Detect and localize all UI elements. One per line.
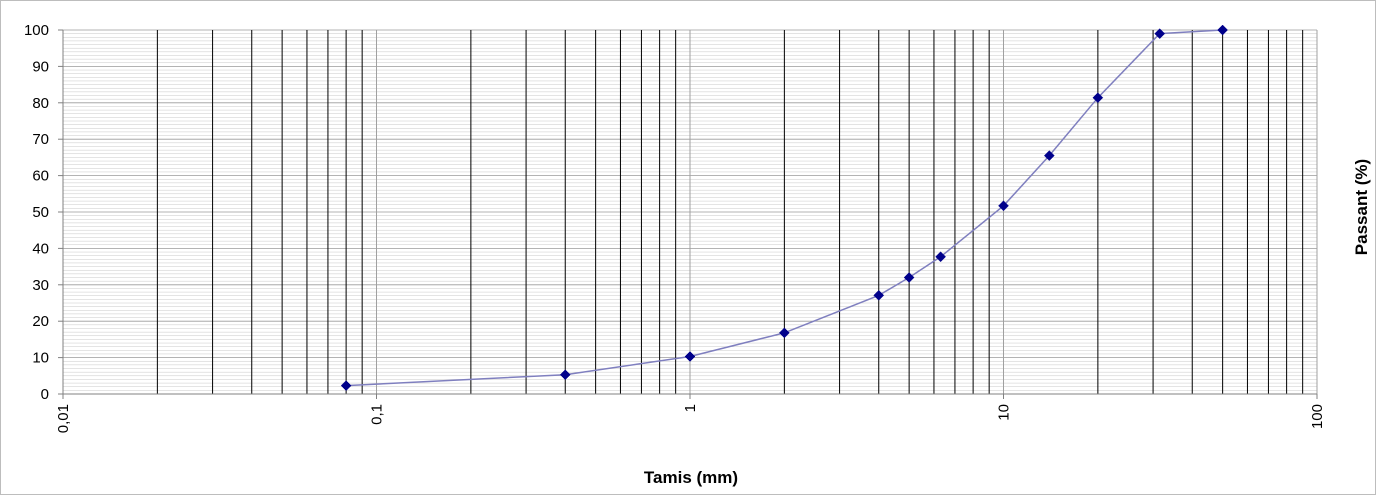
y-tick-label: 60 — [32, 168, 49, 185]
data-point — [1154, 28, 1166, 39]
y-tick-label: 80 — [32, 95, 49, 112]
y-tick-label: 100 — [24, 22, 49, 39]
y-tick-label: 50 — [32, 204, 49, 221]
major-gridlines — [62, 29, 1318, 395]
y-axis-title: Passant (%) — [1352, 159, 1371, 255]
x-tick-label: 1 — [682, 404, 699, 412]
data-point — [873, 290, 885, 301]
series-layer — [340, 24, 1228, 391]
x-tick-label: 10 — [996, 404, 1013, 421]
data-point — [559, 369, 571, 381]
data-point — [779, 327, 790, 339]
data-point — [340, 380, 352, 391]
data-point — [935, 251, 946, 263]
x-axis-title: Tamis (mm) — [644, 468, 738, 487]
series-line — [346, 29, 1223, 387]
data-point — [903, 272, 915, 283]
y-tick-label: 70 — [32, 131, 49, 148]
tick-labels: 0 10 20 30 40 50 60 70 80 90 100 0,01 0,1 1 10 100 — [24, 22, 1326, 433]
data-point — [998, 200, 1009, 212]
x-tick-label: 0,01 — [55, 404, 72, 433]
y-tick-label: 20 — [32, 313, 49, 330]
y-tick-label: 10 — [32, 350, 49, 367]
x-tick-label: 100 — [1309, 404, 1326, 429]
x-tick-label: 0,1 — [369, 404, 386, 425]
data-point — [1092, 92, 1104, 104]
y-tick-label: 40 — [32, 240, 49, 257]
y-tick-label: 30 — [32, 277, 49, 294]
data-point — [1043, 150, 1055, 161]
y-tick-label: 90 — [32, 58, 49, 75]
axes — [58, 29, 1318, 399]
y-tick-label: 0 — [41, 386, 49, 403]
data-point — [684, 351, 696, 362]
data-point — [1217, 24, 1228, 36]
